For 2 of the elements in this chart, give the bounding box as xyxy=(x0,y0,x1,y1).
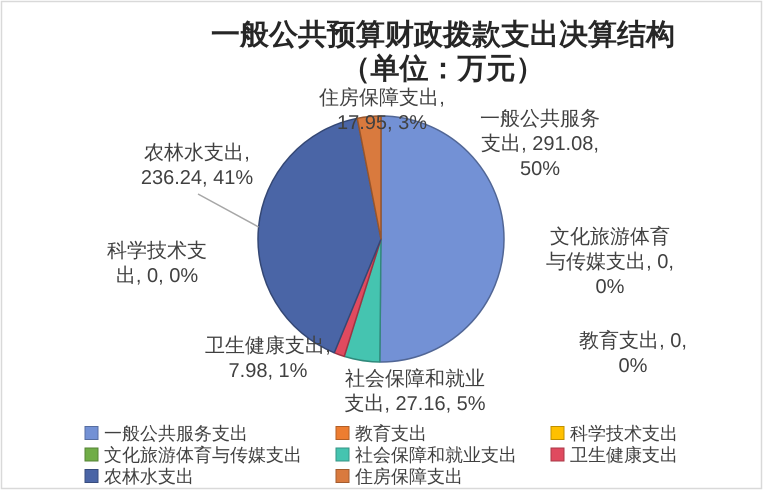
subtitle: （单位：万元） xyxy=(342,51,544,85)
title: 一般公共预算财政拨款支出决算结构 xyxy=(211,17,675,51)
